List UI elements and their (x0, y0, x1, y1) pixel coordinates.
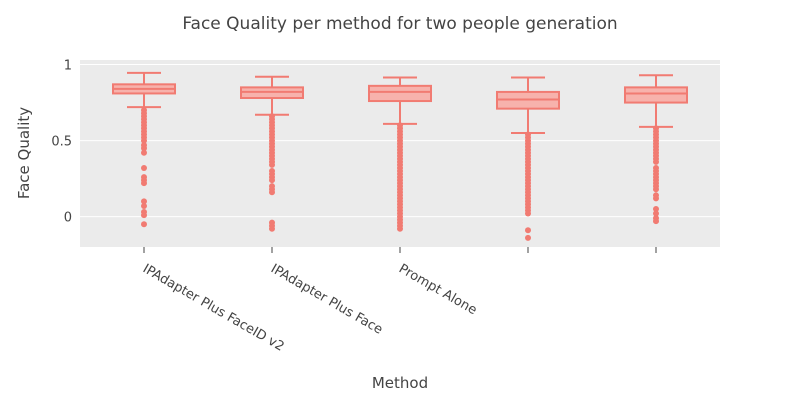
outlier-point (525, 234, 531, 241)
iqr-box (624, 86, 688, 104)
outlier-point (141, 164, 147, 171)
chart-title: Face Quality per method for two people g… (182, 14, 617, 34)
y-tick-label: 1 (64, 59, 72, 74)
outlier-point (525, 227, 531, 234)
outlier-point (141, 202, 147, 209)
outlier-point (397, 225, 403, 232)
outlier-point (653, 195, 659, 202)
outlier-point (141, 221, 147, 228)
x-tick-label: IPAdapter Plus FaceID v2 (140, 261, 286, 354)
outlier-point (141, 180, 147, 187)
outlier-point (653, 205, 659, 212)
outlier-point (269, 225, 275, 232)
outlier-point (653, 186, 659, 193)
x-tick-label: Prompt Alone (396, 261, 479, 318)
x-axis-title: Method (372, 374, 428, 392)
outlier-point (269, 177, 275, 184)
outlier-point (653, 218, 659, 225)
iqr-box (368, 84, 432, 103)
y-axis-title: Face Quality (15, 107, 33, 199)
outlier-point (141, 145, 147, 152)
box-5 (624, 74, 688, 225)
y-tick-label: 0 (64, 211, 72, 226)
outlier-point (269, 189, 275, 196)
outlier-point (653, 210, 659, 217)
outlier-point (269, 161, 275, 168)
box-2 (240, 75, 304, 232)
outlier-point (141, 149, 147, 156)
box-3 (368, 76, 432, 232)
outlier-point (653, 158, 659, 165)
outlier-point (141, 212, 147, 219)
y-tick-label: 0.5 (51, 135, 72, 150)
outlier-point (525, 210, 531, 217)
x-tick-label: IPAdapter Plus Face (268, 261, 385, 337)
box-1 (112, 71, 176, 228)
y-tick-labels: 00.51 (51, 59, 72, 226)
box-plots (112, 71, 688, 241)
box-4 (496, 76, 560, 241)
outlier-point (141, 198, 147, 205)
outlier-point (141, 137, 147, 144)
